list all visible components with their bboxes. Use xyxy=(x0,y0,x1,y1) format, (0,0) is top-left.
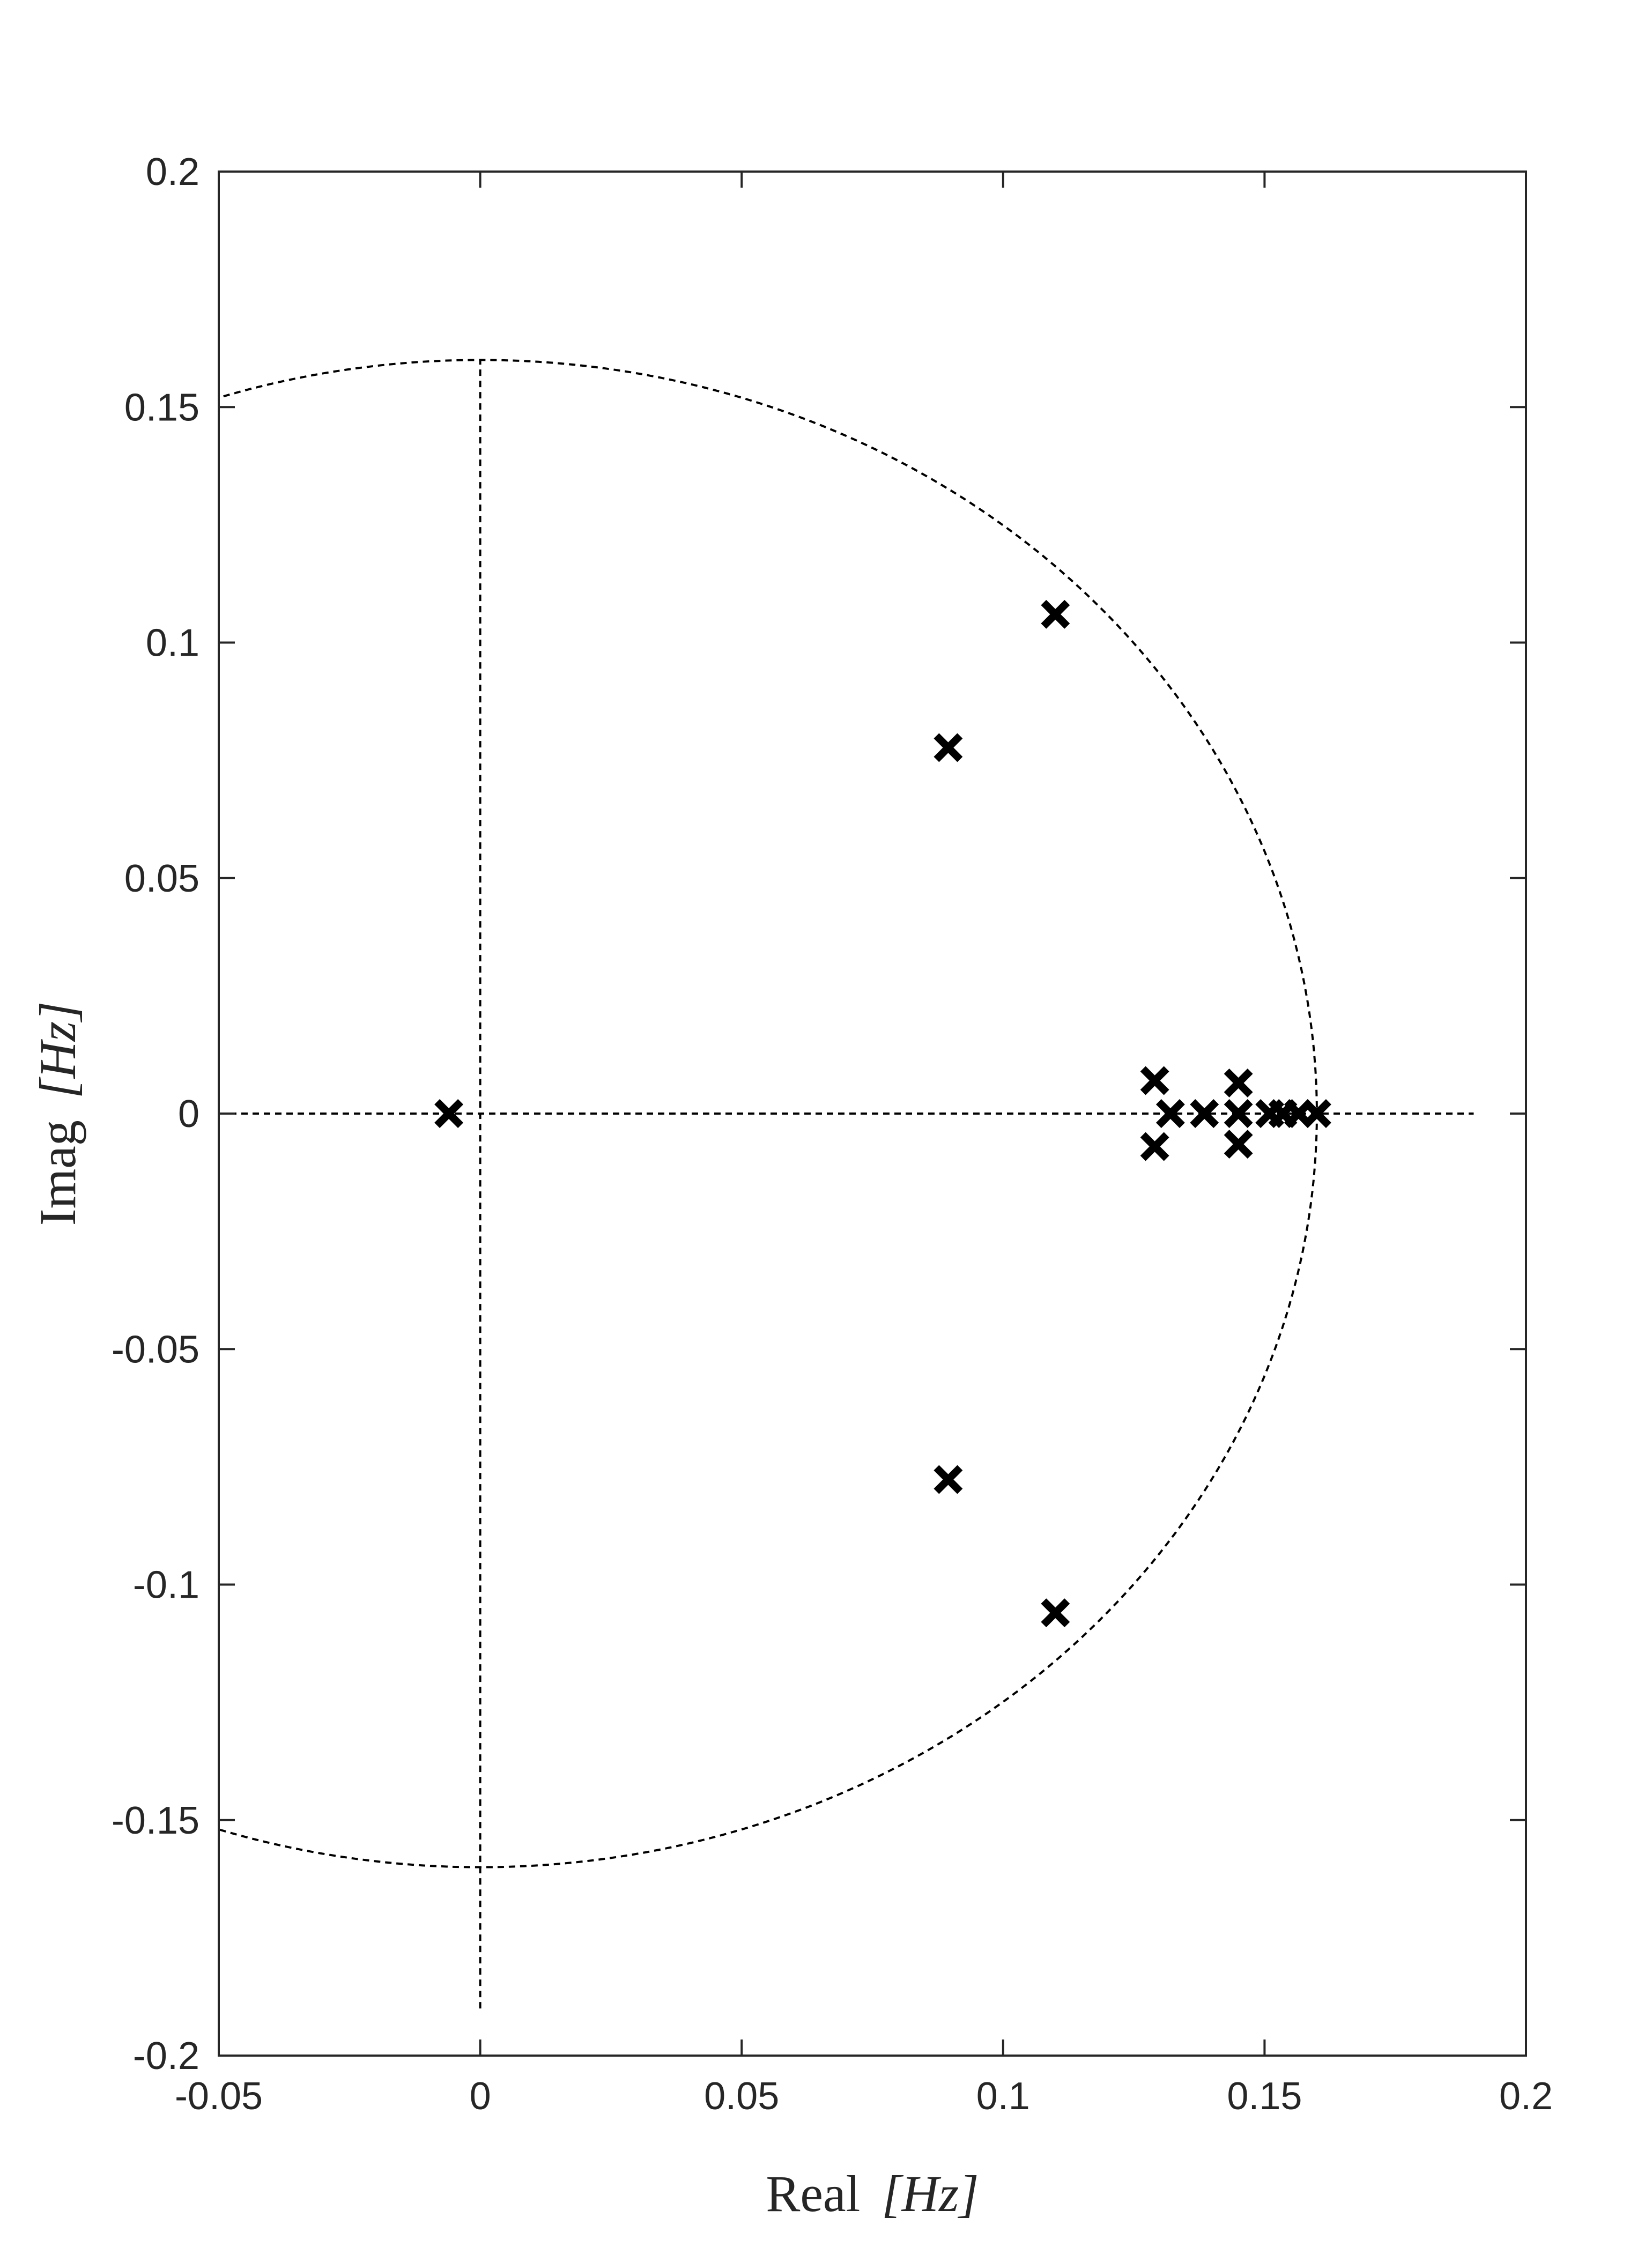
y-tick-label: 0.05 xyxy=(124,857,199,900)
y-tick-label: 0.2 xyxy=(146,151,199,194)
y-tick-label: -0.05 xyxy=(112,1328,199,1371)
y-tick-label: -0.2 xyxy=(133,2035,199,2078)
y-tick-label: -0.15 xyxy=(112,1799,199,1842)
pole-marker xyxy=(1140,1066,1169,1095)
x-axis-label: Real [Hz] xyxy=(766,2165,979,2222)
reference-lines xyxy=(219,359,1474,2009)
pole-marker xyxy=(1155,1099,1185,1128)
pole-marker-cross xyxy=(1140,1132,1169,1161)
pole-marker-cross xyxy=(934,733,963,762)
y-tick-label: 0 xyxy=(178,1093,199,1136)
x-tick-label: 0.05 xyxy=(704,2075,779,2118)
y-tick-label: 0.15 xyxy=(124,386,199,429)
axis-ticks xyxy=(218,170,1527,2057)
pole-marker-cross xyxy=(1190,1099,1219,1128)
pole-marker xyxy=(1140,1132,1169,1161)
pole-markers xyxy=(434,599,1331,1628)
pole-marker-cross xyxy=(434,1099,464,1128)
pole-marker-cross xyxy=(1140,1066,1169,1095)
pole-marker xyxy=(434,1099,464,1128)
pole-marker-cross xyxy=(1155,1099,1185,1128)
x-tick-label: 0.15 xyxy=(1227,2075,1302,2118)
pole-marker xyxy=(1190,1099,1219,1128)
x-tick-label: 0.1 xyxy=(976,2075,1030,2118)
y-tick-label: -0.1 xyxy=(133,1564,199,1607)
y-tick-label: 0.1 xyxy=(146,622,199,665)
x-tick-label: 0.2 xyxy=(1499,2075,1553,2118)
pole-marker xyxy=(1224,1068,1253,1097)
pole-marker-cross xyxy=(1224,1068,1253,1097)
pole-marker-cross xyxy=(934,1465,963,1494)
pole-marker xyxy=(1302,1099,1331,1128)
pole-marker-cross xyxy=(1302,1099,1331,1128)
pole-marker xyxy=(1041,1598,1070,1628)
pole-marker xyxy=(1224,1099,1253,1128)
pole-marker xyxy=(934,733,963,762)
pole-marker xyxy=(934,1465,963,1494)
x-tick-label: -0.05 xyxy=(175,2075,263,2118)
pole-marker xyxy=(1041,599,1070,629)
x-tick-label: 0 xyxy=(470,2075,491,2118)
pole-marker xyxy=(1224,1130,1253,1159)
pole-marker-cross xyxy=(1224,1130,1253,1159)
pole-marker-cross xyxy=(1041,599,1070,629)
y-axis-label: Imag[Hz] xyxy=(29,1002,86,1226)
pole-marker-cross xyxy=(1224,1099,1253,1128)
tick-labels: -0.05 0 0.05 0.1 0.15 0.2 -0.2 -0.15 -0.1 -0.05 0 0… xyxy=(112,151,1553,2118)
pole-marker-cross xyxy=(1041,1598,1070,1628)
